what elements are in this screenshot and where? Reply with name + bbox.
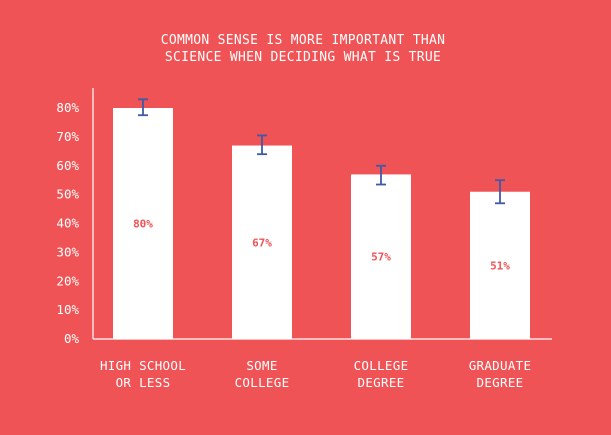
bar-value-label: 80% <box>133 218 153 231</box>
error-bars <box>138 98 505 205</box>
error-bar <box>495 179 505 205</box>
y-tick-label: 60% <box>56 158 79 173</box>
error-bar <box>376 164 386 186</box>
chart-title: COMMON SENSE IS MORE IMPORTANT THAN SCIE… <box>161 33 445 65</box>
bar-value-label: 57% <box>371 251 391 264</box>
bars <box>113 108 530 339</box>
y-tick-label: 0% <box>64 331 80 346</box>
bar-value-label: 51% <box>490 259 510 272</box>
x-axis-category-labels: HIGH SCHOOL OR LESS SOME COLLEGE COLLEGE DEGR… <box>100 358 531 390</box>
x-category-label: GRADUATE <box>469 358 532 373</box>
bar <box>470 191 530 339</box>
x-category-label: DEGREE <box>477 375 524 390</box>
chart-title-line-2: SCIENCE WHEN DECIDING WHAT IS TRUE <box>165 50 441 65</box>
x-category-label: HIGH SCHOOL <box>100 358 186 373</box>
x-category-label: COLLEGE <box>354 358 409 373</box>
error-bar <box>138 98 148 117</box>
y-tick-label: 10% <box>56 302 79 317</box>
x-category-label: OR LESS <box>116 375 171 390</box>
value-labels: 80% 67% 57% 51% <box>133 218 510 273</box>
y-tick-label: 40% <box>56 216 79 231</box>
bar <box>351 174 411 339</box>
y-axis-tick-labels: 0% 10% 20% 30% 40% 50% 60% 70% 80% <box>56 100 79 346</box>
y-tick-label: 20% <box>56 273 79 288</box>
x-category-label: COLLEGE <box>235 375 290 390</box>
y-tick-label: 50% <box>56 187 79 202</box>
x-category-label: DEGREE <box>358 375 405 390</box>
bar <box>113 108 173 339</box>
chart-title-line-1: COMMON SENSE IS MORE IMPORTANT THAN <box>161 33 445 48</box>
y-tick-label: 80% <box>56 100 79 115</box>
error-bar <box>257 134 267 156</box>
y-tick-label: 30% <box>56 244 79 259</box>
y-tick-label: 70% <box>56 129 79 144</box>
bar <box>232 145 292 339</box>
bar-value-label: 67% <box>252 236 272 249</box>
x-category-label: SOME <box>246 358 277 373</box>
